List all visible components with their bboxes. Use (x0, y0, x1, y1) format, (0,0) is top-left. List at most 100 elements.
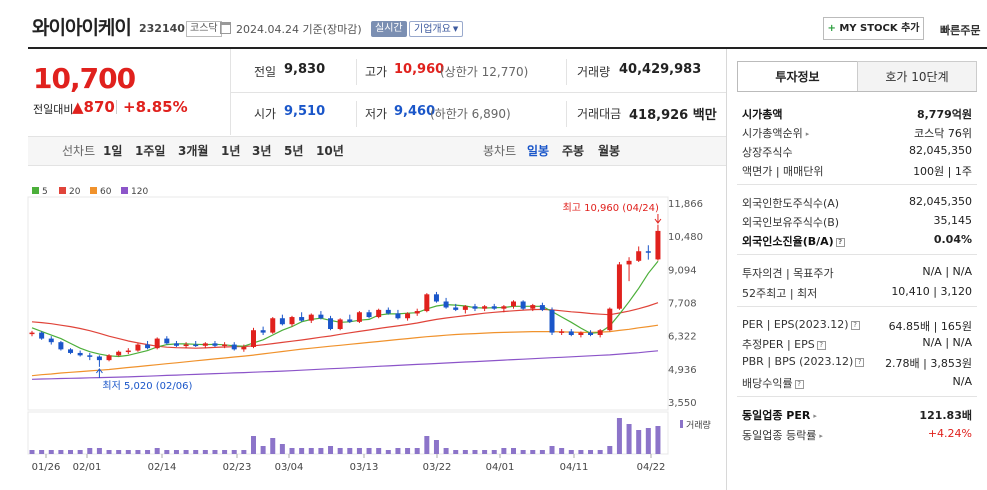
period-3y[interactable]: 3년 (252, 144, 272, 158)
candle-body (511, 301, 516, 307)
help-icon: ? (794, 380, 804, 389)
info-row-foreign-ratio[interactable]: 외국인소진율(B/A)? 0.04% (742, 233, 972, 248)
help-icon: ? (855, 358, 865, 367)
prev-close-label: 전일 (254, 65, 277, 79)
company-overview-button[interactable]: 기업개요 ▼ (409, 21, 464, 37)
line-chart-label: 선차트 (62, 144, 96, 158)
candle-body (588, 332, 594, 335)
volume-bar (482, 450, 488, 454)
volume-bar (414, 448, 420, 454)
candle-body (472, 306, 478, 309)
candle-body (260, 330, 266, 333)
tab-ask-10[interactable]: 호가 10단계 (857, 61, 977, 92)
info-row-sector-change[interactable]: 동일업종 등락률 ▸ +4.24% (742, 427, 972, 442)
legend-ma120: 120 (121, 187, 148, 197)
candle-body (356, 312, 362, 322)
candle-body (212, 343, 218, 346)
candle-body (491, 306, 497, 309)
volume-bar (183, 450, 189, 454)
x-tick-label: 02/14 (148, 462, 177, 473)
change-amount: ▲870 (72, 98, 115, 116)
volume-bar (385, 450, 391, 454)
info-row-sector-per[interactable]: 동일업종 PER ▸ 121.83배 (742, 409, 972, 422)
volume-bar (626, 424, 632, 454)
min-arrow-head (96, 368, 103, 374)
candle-body (626, 260, 632, 265)
volume-bar (356, 448, 362, 454)
base-date: 2024.04.24 기준(장마감) (236, 23, 362, 36)
candle-body (87, 355, 93, 357)
period-10y[interactable]: 10년 (316, 144, 344, 158)
candle-body (48, 338, 54, 343)
candle-body (270, 318, 276, 333)
high-label: 고가 (365, 65, 388, 79)
header-divider (28, 47, 987, 49)
price-plot-frame (27, 196, 669, 411)
legend-ma5: 5 (32, 187, 48, 197)
candle-daily[interactable]: 일봉 (527, 144, 550, 158)
period-1d[interactable]: 1일 (103, 144, 123, 158)
candle-body (145, 344, 151, 349)
quick-order-link[interactable]: 빠른주문 (940, 24, 981, 37)
market-badge: 코스닥 (186, 21, 222, 37)
realtime-button[interactable]: 실시간 (371, 21, 407, 37)
volume-bar (433, 440, 439, 454)
panel-divider (726, 49, 727, 490)
x-tick-label: 03/13 (350, 462, 379, 473)
candle-weekly[interactable]: 주봉 (562, 144, 585, 158)
candlestick-chart[interactable]: 11,866 10,480 9,094 7,708 6,322 4,936 3,550 01/… (0, 0, 727, 490)
candle-body (385, 309, 391, 314)
candle-body (607, 308, 613, 331)
info-row-52w: 52주최고 | 최저 10,410 | 3,120 (742, 285, 972, 300)
candle-body (135, 344, 141, 351)
add-mystock-button[interactable]: + MY STOCK 추가 (823, 17, 924, 40)
info-row-per-eps[interactable]: PER | EPS(2023.12)? 64.85배 | 165원 (742, 318, 972, 333)
volume-plot-frame (27, 411, 669, 455)
volume-bar (376, 448, 382, 454)
change-divider (116, 100, 117, 114)
info-row-pbr-bps[interactable]: PBR | BPS (2023.12)? 2.78배 | 3,853원 (742, 355, 972, 370)
volume-bar (68, 450, 74, 454)
y-tick-label: 9,094 (668, 265, 697, 276)
max-arrow-head (654, 218, 662, 224)
legend-ma20: 20 (59, 187, 80, 197)
volume-bar (270, 438, 276, 454)
period-3m[interactable]: 3개월 (178, 144, 209, 158)
period-5y[interactable]: 5년 (284, 144, 304, 158)
info-divider (737, 254, 977, 255)
tab-underline (737, 91, 977, 92)
calendar-icon (220, 22, 231, 34)
period-1y[interactable]: 1년 (221, 144, 241, 158)
volume-bar (472, 450, 478, 454)
candle-body (222, 344, 228, 347)
ma60-swatch (90, 187, 97, 194)
candle-body (125, 350, 131, 353)
info-row-dividend[interactable]: 배당수익률? N/A (742, 375, 972, 390)
y-tick-label: 7,708 (668, 299, 697, 310)
volume-bar (308, 448, 314, 454)
info-row-cap-rank[interactable]: 시가총액순위 ▸ 코스닥 76위 (742, 127, 972, 140)
volume-bar (39, 450, 45, 454)
volume-bar (395, 448, 401, 454)
volume-legend-swatch (680, 420, 683, 428)
candle-monthly[interactable]: 월봉 (598, 144, 621, 158)
info-row-foreign-hold: 외국인보유주식수(B) 35,145 (742, 214, 972, 229)
tab-invest-info[interactable]: 투자정보 (737, 61, 858, 92)
volume-bar (173, 450, 179, 454)
x-tick-label: 04/11 (560, 462, 589, 473)
volume-bar (58, 450, 64, 454)
ma120-line (31, 350, 659, 380)
ma5-line (31, 260, 659, 358)
info-row-est-per[interactable]: 추정PER | EPS? N/A | N/A (742, 336, 972, 351)
x-tick-label: 03/04 (275, 462, 304, 473)
x-tick-label: 01/26 (32, 462, 61, 473)
volume-bar (645, 428, 651, 454)
candle-body (405, 313, 411, 319)
candle-body (164, 338, 170, 344)
candle-body (636, 251, 642, 261)
volume-bar (655, 426, 661, 454)
period-1w[interactable]: 1주일 (135, 144, 166, 158)
candle-body (414, 311, 420, 314)
low-value: 9,460 (394, 104, 436, 119)
volume-bar (443, 448, 449, 454)
